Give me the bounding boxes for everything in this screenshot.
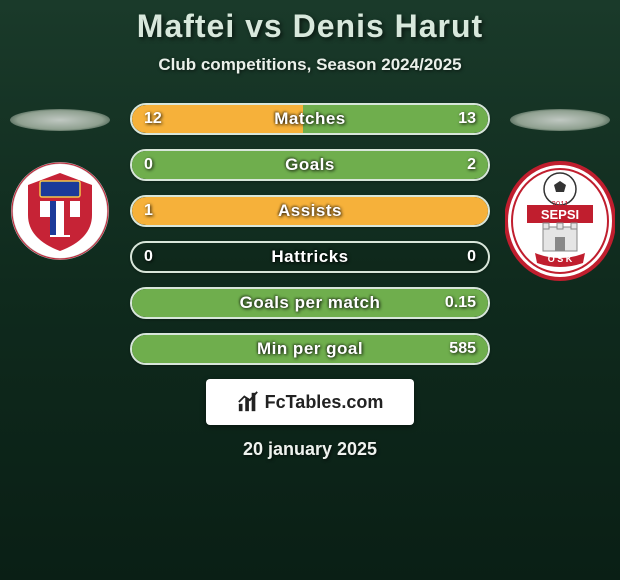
stat-bar: 0.15Goals per match	[130, 287, 490, 319]
left-player-column	[0, 103, 120, 261]
left-club-crest	[10, 161, 110, 261]
svg-text:2011: 2011	[551, 200, 569, 209]
stat-bar: 02Goals	[130, 149, 490, 181]
pedestal-shadow-left	[10, 109, 110, 131]
stat-label: Matches	[132, 109, 488, 129]
stat-bar: 00Hattricks	[130, 241, 490, 273]
pedestal-shadow-right	[510, 109, 610, 131]
watermark-text: FcTables.com	[265, 392, 384, 413]
stat-bar: 1Assists	[130, 195, 490, 227]
stat-label: Assists	[132, 201, 488, 221]
stat-bar: 585Min per goal	[130, 333, 490, 365]
watermark: FcTables.com	[206, 379, 414, 425]
svg-text:O S K: O S K	[548, 254, 573, 264]
stats-column: 1213Matches 02Goals 1Assists 00Hattricks 0.1…	[120, 103, 500, 365]
svg-text:SEPSI: SEPSI	[541, 207, 579, 222]
subtitle: Club competitions, Season 2024/2025	[158, 55, 461, 75]
stat-label: Goals per match	[132, 293, 488, 313]
date-line: 20 january 2025	[243, 439, 377, 460]
stat-bar: 1213Matches	[130, 103, 490, 135]
main-area: 1213Matches 02Goals 1Assists 00Hattricks 0.1…	[0, 103, 620, 365]
chart-icon	[237, 391, 259, 413]
right-club-crest: SEPSI O S K 2011	[505, 161, 615, 281]
stat-label: Goals	[132, 155, 488, 175]
stat-label: Min per goal	[132, 339, 488, 359]
stat-label: Hattricks	[132, 247, 488, 267]
page-title: Maftei vs Denis Harut	[137, 8, 483, 45]
right-player-column: SEPSI O S K 2011	[500, 103, 620, 281]
